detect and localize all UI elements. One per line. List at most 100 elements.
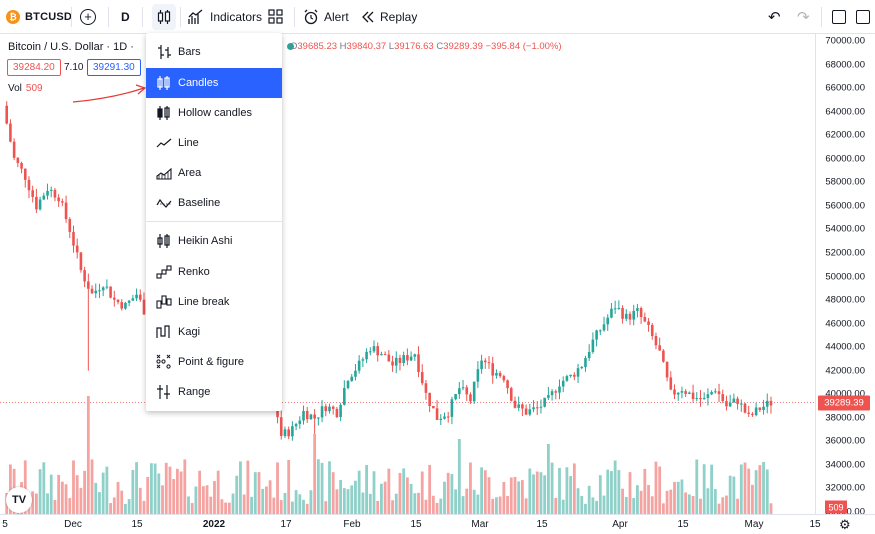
candle[interactable] xyxy=(754,402,758,417)
candle[interactable] xyxy=(506,379,509,394)
candle[interactable] xyxy=(569,374,572,378)
candle[interactable] xyxy=(309,413,313,420)
candle[interactable] xyxy=(739,399,743,412)
chart-type-button[interactable] xyxy=(152,4,176,30)
candle[interactable] xyxy=(343,380,346,406)
menu-item-line[interactable]: Line xyxy=(146,128,282,158)
candle[interactable] xyxy=(5,101,9,125)
menu-item-hollow-candles[interactable]: Hollow candles xyxy=(146,98,282,128)
candle[interactable] xyxy=(46,183,49,200)
candle[interactable] xyxy=(79,252,83,273)
candle[interactable] xyxy=(662,349,665,363)
candle[interactable] xyxy=(539,399,543,414)
candle[interactable] xyxy=(302,405,305,425)
candle[interactable] xyxy=(636,303,639,318)
candle[interactable] xyxy=(461,379,465,391)
candle[interactable] xyxy=(491,356,495,384)
candle[interactable] xyxy=(565,374,569,382)
candle[interactable] xyxy=(458,382,461,399)
candle[interactable] xyxy=(450,396,454,425)
candle[interactable] xyxy=(528,403,532,417)
candle[interactable] xyxy=(324,403,328,417)
candle[interactable] xyxy=(543,397,546,408)
candle[interactable] xyxy=(602,316,606,332)
layout-button[interactable] xyxy=(832,0,846,34)
candle[interactable] xyxy=(554,389,558,400)
candle[interactable] xyxy=(617,300,621,310)
candle[interactable] xyxy=(476,361,480,388)
candle[interactable] xyxy=(699,389,702,407)
candle[interactable] xyxy=(127,299,131,307)
menu-item-candles[interactable]: Candles xyxy=(146,68,282,98)
candle[interactable] xyxy=(72,225,75,253)
symbol-search-button[interactable]: ₿ BTCUSD xyxy=(6,0,72,34)
templates-button[interactable] xyxy=(268,0,283,34)
replay-button[interactable]: Replay xyxy=(361,0,417,34)
candle[interactable] xyxy=(758,407,762,413)
candle[interactable] xyxy=(535,401,539,416)
candle[interactable] xyxy=(680,386,684,399)
candle[interactable] xyxy=(406,348,409,366)
candle[interactable] xyxy=(120,299,124,311)
candle[interactable] xyxy=(465,384,469,401)
candle[interactable] xyxy=(762,399,765,415)
buy-price-button[interactable]: 39291.30 xyxy=(87,59,141,76)
candle[interactable] xyxy=(31,185,34,203)
candle[interactable] xyxy=(624,309,628,322)
candle[interactable] xyxy=(305,406,309,423)
candle[interactable] xyxy=(420,364,424,386)
candle[interactable] xyxy=(361,357,365,368)
candle[interactable] xyxy=(599,329,602,336)
candle[interactable] xyxy=(287,426,290,440)
candle[interactable] xyxy=(317,417,320,426)
candle[interactable] xyxy=(621,305,624,324)
candle[interactable] xyxy=(639,306,643,324)
candle[interactable] xyxy=(294,422,298,431)
candle[interactable] xyxy=(387,350,391,362)
candle[interactable] xyxy=(16,157,20,168)
candle[interactable] xyxy=(747,405,751,418)
menu-item-area[interactable]: Area xyxy=(146,158,282,188)
candle[interactable] xyxy=(591,332,595,354)
candle[interactable] xyxy=(138,289,142,302)
candle[interactable] xyxy=(38,196,42,211)
indicators-button[interactable]: Indicators xyxy=(188,0,262,34)
candle[interactable] xyxy=(665,361,669,382)
candle[interactable] xyxy=(684,389,687,397)
candle[interactable] xyxy=(721,389,725,404)
candle[interactable] xyxy=(573,372,576,381)
candle[interactable] xyxy=(417,346,420,378)
candle[interactable] xyxy=(391,355,394,372)
alert-button[interactable]: Alert xyxy=(303,0,349,34)
candle[interactable] xyxy=(328,403,331,414)
candle[interactable] xyxy=(131,294,135,301)
candle[interactable] xyxy=(502,374,506,383)
candle[interactable] xyxy=(576,363,580,383)
candle[interactable] xyxy=(94,283,98,299)
candle[interactable] xyxy=(580,365,584,370)
candle[interactable] xyxy=(101,286,105,297)
candle[interactable] xyxy=(654,332,658,350)
candle[interactable] xyxy=(550,388,554,401)
candle[interactable] xyxy=(706,388,710,406)
menu-item-renko[interactable]: Renko xyxy=(146,257,282,287)
candle[interactable] xyxy=(484,358,487,369)
candle[interactable] xyxy=(402,351,405,367)
candle[interactable] xyxy=(532,400,535,413)
price-axis[interactable]: 70000.00 68000.00 66000.00 64000.00 62000.00… xyxy=(815,34,875,518)
candle[interactable] xyxy=(673,384,676,400)
menu-item-range[interactable]: Range xyxy=(146,377,282,407)
candle[interactable] xyxy=(454,393,457,401)
sell-price-button[interactable]: 39284.20 xyxy=(7,59,61,76)
candle[interactable] xyxy=(439,414,443,426)
menu-item-heikin-ashi[interactable]: Heikin Ashi xyxy=(146,226,282,256)
candle[interactable] xyxy=(383,351,387,356)
candle[interactable] xyxy=(610,302,613,319)
candle[interactable] xyxy=(53,187,57,202)
redo-button[interactable]: ↷ xyxy=(797,0,810,34)
candle[interactable] xyxy=(372,340,376,353)
candle[interactable] xyxy=(350,374,354,382)
candle[interactable] xyxy=(279,410,283,440)
candle[interactable] xyxy=(547,386,550,400)
candle[interactable] xyxy=(57,194,60,207)
